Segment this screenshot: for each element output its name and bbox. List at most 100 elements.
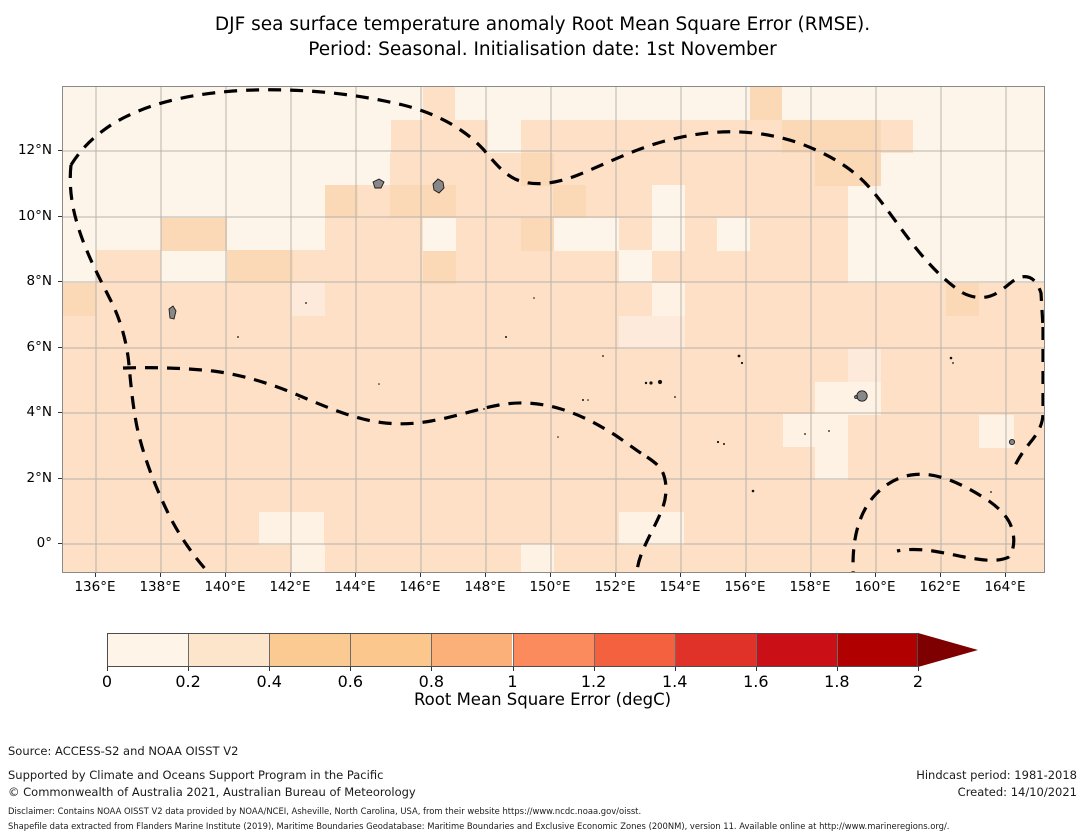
xtick-label: 154°E <box>659 579 701 595</box>
footer: Source: ACCESS-S2 and NOAA OISST V2 Supp… <box>0 736 1085 839</box>
xtick-mark <box>485 573 486 577</box>
xtick-mark <box>680 573 681 577</box>
colorbar-tick-label: 0.2 <box>175 672 201 691</box>
colorbar-tickmark <box>836 667 838 671</box>
colorbar-cell <box>512 633 594 667</box>
colorbar-cell <box>431 633 513 667</box>
ytick-mark <box>58 543 62 544</box>
colorbar-tickmark <box>593 667 595 671</box>
xtick-mark <box>615 573 616 577</box>
xtick-mark <box>355 573 356 577</box>
footer-source: Source: ACCESS-S2 and NOAA OISST V2 <box>8 744 239 758</box>
map-gridlines <box>63 87 1044 572</box>
ytick-label: 8°N <box>26 273 52 289</box>
colorbar-cell <box>836 633 918 667</box>
xtick-mark <box>810 573 811 577</box>
land-polygons <box>168 178 1016 446</box>
eez-boundary-line <box>68 88 1044 572</box>
colorbar-tickmark <box>188 667 190 671</box>
xtick-label: 164°E <box>984 579 1026 595</box>
footer-disclaimer-noaa: Disclaimer: Contains NOAA OISST V2 data … <box>8 806 642 816</box>
xtick-label: 162°E <box>919 579 961 595</box>
ytick-mark <box>58 478 62 479</box>
ytick-label: 12°N <box>17 142 52 158</box>
colorbar-tick-label: 0.6 <box>337 672 364 691</box>
colorbar-tick-label: 1 <box>507 672 518 691</box>
colorbar-tickmark <box>918 667 919 671</box>
colorbar-tick-label: 1.8 <box>824 672 850 691</box>
ytick-mark <box>58 281 62 282</box>
xtick-mark <box>1005 573 1006 577</box>
xtick-label: 144°E <box>334 579 376 595</box>
xtick-label: 152°E <box>594 579 636 595</box>
colorbar-tick-label: 1.6 <box>743 672 769 691</box>
colorbar-cell <box>755 633 837 667</box>
xtick-label: 156°E <box>724 579 766 595</box>
ytick-label: 6°N <box>26 339 52 355</box>
xtick-mark <box>745 573 746 577</box>
xtick-label: 140°E <box>204 579 246 595</box>
xtick-label: 158°E <box>789 579 831 595</box>
colorbar-gradient[interactable] <box>107 633 918 667</box>
ytick-label: 4°N <box>26 404 52 420</box>
xtick-mark <box>160 573 161 577</box>
ytick-mark <box>58 347 62 348</box>
ytick-label: 2°N <box>26 470 52 486</box>
colorbar-cell <box>188 633 270 667</box>
xtick-mark <box>420 573 421 577</box>
xtick-label: 150°E <box>529 579 571 595</box>
colorbar-cell <box>350 633 432 667</box>
map-figure: 136°E 138°E 140°E 142°E 144°E 146°E 148°… <box>18 86 1045 595</box>
ytick-label: 0° <box>36 535 52 551</box>
chart-title-line2: Period: Seasonal. Initialisation date: 1… <box>308 39 777 60</box>
island-specks <box>237 297 992 493</box>
colorbar-cell <box>593 633 675 667</box>
colorbar-tickmark <box>431 667 433 671</box>
ytick-mark <box>58 216 62 217</box>
footer-disclaimer-shapefile: Shapefile data extracted from Flanders M… <box>8 821 950 831</box>
colorbar-tick-label: 1.2 <box>580 672 607 691</box>
ytick-label: 10°N <box>17 208 52 224</box>
raster-cells-pale-south-2 <box>259 283 1014 572</box>
xtick-mark <box>875 573 876 577</box>
xtick-mark <box>225 573 226 577</box>
footer-created-date: Created: 14/10/2021 <box>957 785 1077 799</box>
colorbar-tick-label: 0 <box>101 672 113 691</box>
colorbar-extend-arrow <box>918 633 978 667</box>
raster-cells-mid <box>63 87 979 316</box>
chart-title-line1: DJF sea surface temperature anomaly Root… <box>214 14 871 35</box>
colorbar-cell <box>269 633 351 667</box>
footer-support: Supported by Climate and Oceans Support … <box>8 768 384 782</box>
colorbar-tickmark <box>755 667 757 671</box>
xtick-label: 160°E <box>854 579 896 595</box>
map-plot-area[interactable] <box>62 86 1045 573</box>
colorbar-tickmark <box>107 667 108 671</box>
colorbar-axis-label: Root Mean Square Error (degC) <box>413 690 672 709</box>
colorbar-tick-label: 0.8 <box>418 672 445 691</box>
colorbar-cell <box>674 633 756 667</box>
colorbar-tickmark <box>269 667 271 671</box>
colorbar-cell <box>107 633 189 667</box>
xtick-mark <box>550 573 551 577</box>
footer-copyright: © Commonwealth of Australia 2021, Austra… <box>8 785 416 799</box>
colorbar-tickmark <box>674 667 676 671</box>
xtick-label: 138°E <box>139 579 181 595</box>
xtick-label: 148°E <box>464 579 506 595</box>
xtick-label: 142°E <box>269 579 311 595</box>
xtick-label: 136°E <box>74 579 116 595</box>
colorbar-tickmark <box>350 667 352 671</box>
ytick-mark <box>58 150 62 151</box>
map-raster-layer <box>63 87 1044 572</box>
chart-title: DJF sea surface temperature anomaly Root… <box>0 12 1085 62</box>
footer-hindcast-period: Hindcast period: 1981-2018 <box>916 768 1077 782</box>
xtick-mark <box>940 573 941 577</box>
colorbar: 0 0.2 0.4 0.6 0.8 1 1.2 1.4 1.6 1.8 2 <box>0 628 1085 718</box>
xtick-mark <box>95 573 96 577</box>
xtick-mark <box>290 573 291 577</box>
colorbar-tick-label: 2 <box>912 672 924 691</box>
colorbar-tick-label: 0.4 <box>256 672 282 691</box>
ytick-mark <box>58 412 62 413</box>
colorbar-tickmark <box>512 667 514 671</box>
colorbar-tick-label: 1.4 <box>661 672 688 691</box>
xtick-label: 146°E <box>399 579 441 595</box>
